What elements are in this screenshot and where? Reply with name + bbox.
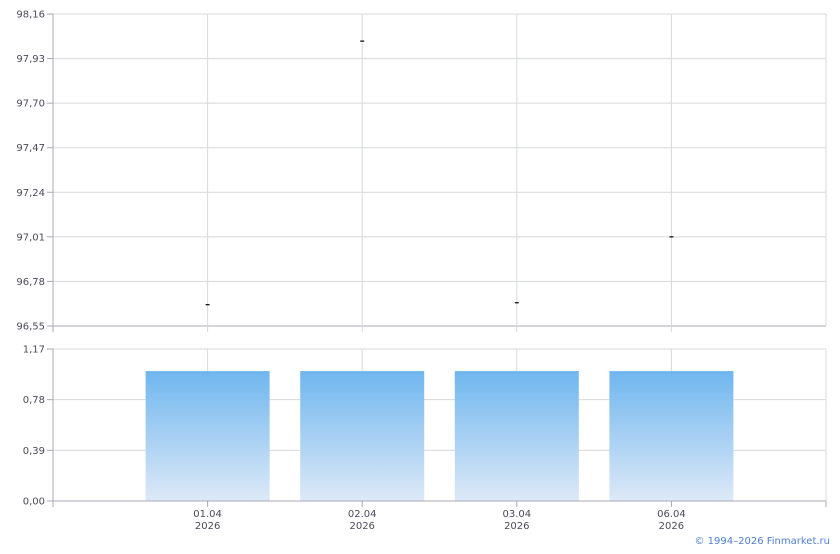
y-tick-label: 0,39 [23, 446, 45, 457]
y-tick-label: 0,78 [23, 395, 45, 406]
x-tick-label-year: 2026 [504, 521, 529, 532]
y-tick-label: 98,16 [16, 10, 45, 21]
y-tick-label: 97,01 [16, 232, 45, 243]
x-tick-label-year: 2026 [195, 521, 220, 532]
y-tick-label: 97,70 [16, 99, 45, 110]
y-tick-label: 97,93 [16, 54, 45, 65]
x-tick-label-year: 2026 [659, 521, 684, 532]
x-tick-label-date: 01.04 [193, 509, 222, 520]
copyright[interactable]: © 1994–2026 Finmarket.ru [694, 536, 830, 547]
x-tick-label-date: 03.04 [502, 509, 531, 520]
x-tick-label-date: 06.04 [657, 509, 686, 520]
y-tick-label: 96,78 [16, 277, 45, 288]
x-tick-label-date: 02.04 [348, 509, 377, 520]
volume-bar [609, 371, 734, 501]
volume-bar [300, 371, 425, 501]
y-tick-label: 1,17 [23, 345, 45, 356]
y-tick-label: 0,00 [23, 497, 45, 508]
y-tick-label: 97,47 [16, 143, 45, 154]
x-tick-label-year: 2026 [349, 521, 374, 532]
volume-bar [145, 371, 270, 501]
y-tick-label: 96,55 [16, 322, 45, 333]
y-tick-label: 97,24 [16, 188, 45, 199]
volume-bar [454, 371, 579, 501]
